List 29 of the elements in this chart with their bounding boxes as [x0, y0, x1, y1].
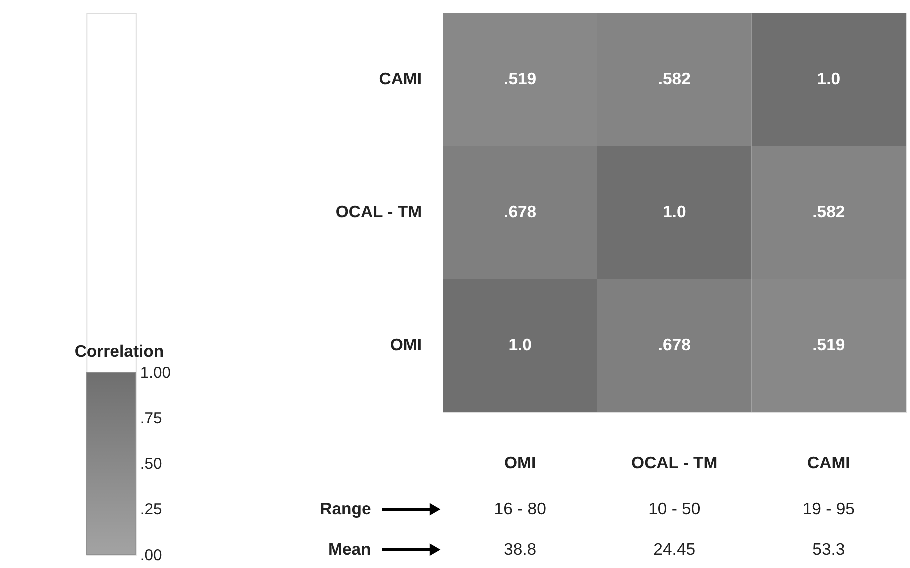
- text: 24.45: [654, 540, 696, 559]
- data-label: .519: [812, 335, 846, 354]
- data-label: 1.0: [508, 335, 532, 354]
- text: Range: [320, 499, 372, 518]
- x-tick-label: OCAL - TM: [632, 454, 718, 473]
- y-tick-label: CAMI: [379, 70, 422, 89]
- y-tick-label: OCAL - TM: [336, 202, 422, 222]
- data-label: .519: [504, 70, 537, 89]
- color-bar-label: .50: [140, 456, 162, 474]
- color-bar-label: .75: [140, 410, 162, 428]
- color-bar-label: .00: [140, 547, 162, 564]
- x-tick-label: CAMI: [808, 454, 850, 473]
- text: 38.8: [504, 540, 537, 559]
- data-label: 1.0: [817, 70, 841, 89]
- y-tick-label: OMI: [390, 335, 422, 354]
- color-bar-title: Correlation: [74, 342, 164, 361]
- text: 19 - 95: [802, 499, 855, 518]
- data-label: 1.0: [662, 202, 686, 222]
- x-tick-label: OMI: [504, 454, 536, 473]
- data-label: .678: [658, 335, 691, 354]
- text: 53.3: [812, 540, 846, 559]
- text: 10 - 50: [648, 499, 701, 518]
- data-label: .678: [504, 202, 537, 222]
- text: Mean: [328, 540, 372, 559]
- color-bar-label: 1.00: [140, 365, 172, 382]
- color-bar-label: .25: [140, 502, 162, 519]
- data-label: .582: [812, 202, 846, 222]
- text: 16 - 80: [494, 499, 546, 518]
- data-label: .582: [658, 70, 691, 89]
